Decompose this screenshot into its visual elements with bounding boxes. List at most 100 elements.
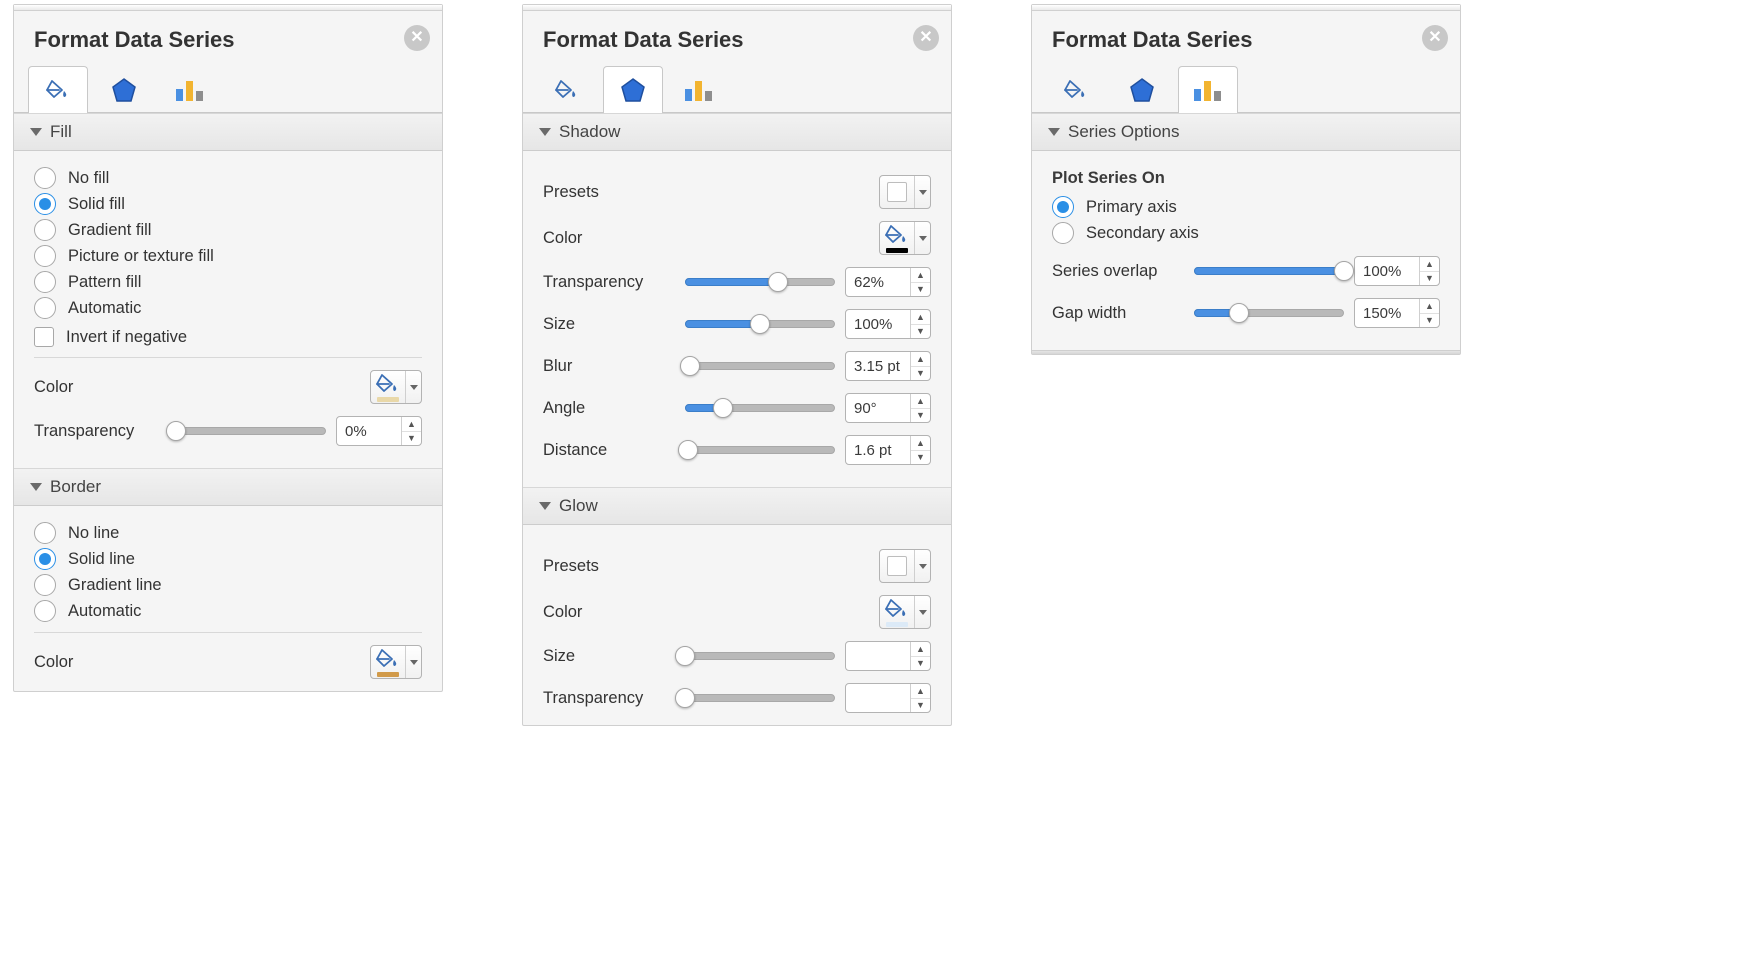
gap-width-stepper[interactable]: 150% ▲ ▼	[1354, 298, 1440, 328]
fill-option[interactable]: Automatic	[34, 297, 422, 319]
gap-width-thumb[interactable]	[1229, 303, 1249, 323]
disclosure-triangle-icon	[539, 502, 551, 510]
transparency-slider-stepper[interactable]: 0% ▲ ▼	[336, 416, 422, 446]
fill-option[interactable]: Gradient fill	[34, 219, 422, 241]
stepper-down-icon[interactable]: ▼	[911, 699, 930, 713]
glow-section-header[interactable]: Glow	[523, 487, 951, 525]
shadow-section-header[interactable]: Shadow	[523, 113, 951, 151]
shadow-angle-track[interactable]	[685, 398, 835, 418]
shadow-presets-dropdown[interactable]	[914, 176, 930, 208]
stepper-down-icon[interactable]: ▼	[911, 451, 930, 465]
stepper-down-icon[interactable]: ▼	[911, 657, 930, 671]
shadow-blur-thumb[interactable]	[680, 356, 700, 376]
shadow-angle-thumb[interactable]	[713, 398, 733, 418]
stepper-down-icon[interactable]: ▼	[911, 283, 930, 297]
close-button[interactable]: ✕	[404, 25, 430, 51]
stepper-down-icon[interactable]: ▼	[911, 367, 930, 381]
tab-fill-line[interactable]	[537, 66, 597, 112]
series-overlap-thumb[interactable]	[1334, 261, 1354, 281]
fill-option[interactable]: No fill	[34, 167, 422, 189]
glow-presets-dropdown[interactable]	[914, 550, 930, 582]
border-option[interactable]: Gradient line	[34, 574, 422, 596]
tab-effects[interactable]	[94, 66, 154, 112]
glow-size-thumb[interactable]	[675, 646, 695, 666]
glow-color[interactable]	[879, 595, 931, 629]
plot-series-on[interactable]: Primary axis	[1052, 196, 1440, 218]
stepper-down-icon[interactable]: ▼	[911, 325, 930, 339]
transparency-slider-thumb[interactable]	[166, 421, 186, 441]
fill-option[interactable]: Solid fill	[34, 193, 422, 215]
glow-transparency-thumb[interactable]	[675, 688, 695, 708]
stepper-up-icon[interactable]: ▲	[402, 417, 421, 432]
border-option[interactable]: Automatic	[34, 600, 422, 622]
shadow-transparency-thumb[interactable]	[768, 272, 788, 292]
color-picker[interactable]	[370, 370, 422, 404]
shadow-distance-thumb[interactable]	[678, 440, 698, 460]
border-option[interactable]: No line	[34, 522, 422, 544]
shadow-transparency-track[interactable]	[685, 272, 835, 292]
shadow-angle-stepper[interactable]: 90° ▲ ▼	[845, 393, 931, 423]
fill-option[interactable]: Picture or texture fill	[34, 245, 422, 267]
stepper-up-icon[interactable]: ▲	[911, 268, 930, 283]
transparency-slider-track[interactable]	[176, 421, 326, 441]
glow-transparency-track[interactable]	[685, 688, 835, 708]
stepper-up-icon[interactable]: ▲	[911, 310, 930, 325]
plot-series-on[interactable]: Secondary axis	[1052, 222, 1440, 244]
shadow-blur-track[interactable]	[685, 356, 835, 376]
tab-effects[interactable]	[1112, 66, 1172, 112]
radio-icon	[34, 522, 56, 544]
tab-effects[interactable]	[603, 66, 663, 112]
shadow-transparency-stepper[interactable]: 62% ▲ ▼	[845, 267, 931, 297]
glow-size-label: Size	[543, 647, 673, 666]
fill-option[interactable]: Pattern fill	[34, 271, 422, 293]
tab-fill-line[interactable]	[1046, 66, 1106, 112]
series-overlap-stepper[interactable]: 100% ▲ ▼	[1354, 256, 1440, 286]
series-options-section-header[interactable]: Series Options	[1032, 113, 1460, 151]
stepper-down-icon[interactable]: ▼	[1420, 314, 1439, 328]
invert-if-negative-checkbox[interactable]: Invert if negative	[34, 327, 422, 347]
stepper-down-icon[interactable]: ▼	[911, 409, 930, 423]
shadow-color-dropdown[interactable]	[914, 222, 930, 254]
preset-swatch-icon	[887, 182, 907, 202]
radio-label: Picture or texture fill	[68, 247, 214, 266]
fill-section-header[interactable]: Fill	[14, 113, 442, 151]
color-picker-dropdown[interactable]	[405, 371, 421, 403]
close-button[interactable]: ✕	[1422, 25, 1448, 51]
tab-series-options[interactable]	[669, 66, 729, 112]
shadow-color[interactable]	[879, 221, 931, 255]
stepper-up-icon[interactable]: ▲	[1420, 257, 1439, 272]
border-color-picker-dropdown[interactable]	[405, 646, 421, 678]
tab-series-options[interactable]	[160, 66, 220, 112]
stepper-down-icon[interactable]: ▼	[1420, 272, 1439, 286]
glow-size-stepper[interactable]: ▲ ▼	[845, 641, 931, 671]
shadow-presets[interactable]	[879, 175, 931, 209]
border-color-picker[interactable]	[370, 645, 422, 679]
shadow-distance-stepper[interactable]: 1.6 pt ▲ ▼	[845, 435, 931, 465]
stepper-up-icon[interactable]: ▲	[911, 642, 930, 657]
glow-size-track[interactable]	[685, 646, 835, 666]
stepper-up-icon[interactable]: ▲	[1420, 299, 1439, 314]
shadow-size-stepper[interactable]: 100% ▲ ▼	[845, 309, 931, 339]
border-section-header[interactable]: Border	[14, 468, 442, 506]
shadow-size-thumb[interactable]	[750, 314, 770, 334]
tab-fill-line[interactable]	[28, 66, 88, 112]
series-options-tab-icon	[174, 77, 206, 103]
shadow-distance-track[interactable]	[685, 440, 835, 460]
gap-width-track[interactable]	[1194, 303, 1344, 323]
radio-label: Automatic	[68, 299, 141, 318]
border-option[interactable]: Solid line	[34, 548, 422, 570]
stepper-down-icon[interactable]: ▼	[402, 432, 421, 446]
gap-width-row: Gap width 150% ▲ ▼	[1052, 298, 1440, 328]
series-overlap-track[interactable]	[1194, 261, 1344, 281]
tab-series-options[interactable]	[1178, 66, 1238, 112]
glow-presets[interactable]	[879, 549, 931, 583]
shadow-blur-stepper[interactable]: 3.15 pt ▲ ▼	[845, 351, 931, 381]
stepper-up-icon[interactable]: ▲	[911, 684, 930, 699]
stepper-up-icon[interactable]: ▲	[911, 394, 930, 409]
shadow-size-track[interactable]	[685, 314, 835, 334]
stepper-up-icon[interactable]: ▲	[911, 436, 930, 451]
glow-transparency-stepper[interactable]: ▲ ▼	[845, 683, 931, 713]
close-button[interactable]: ✕	[913, 25, 939, 51]
glow-color-dropdown[interactable]	[914, 596, 930, 628]
stepper-up-icon[interactable]: ▲	[911, 352, 930, 367]
